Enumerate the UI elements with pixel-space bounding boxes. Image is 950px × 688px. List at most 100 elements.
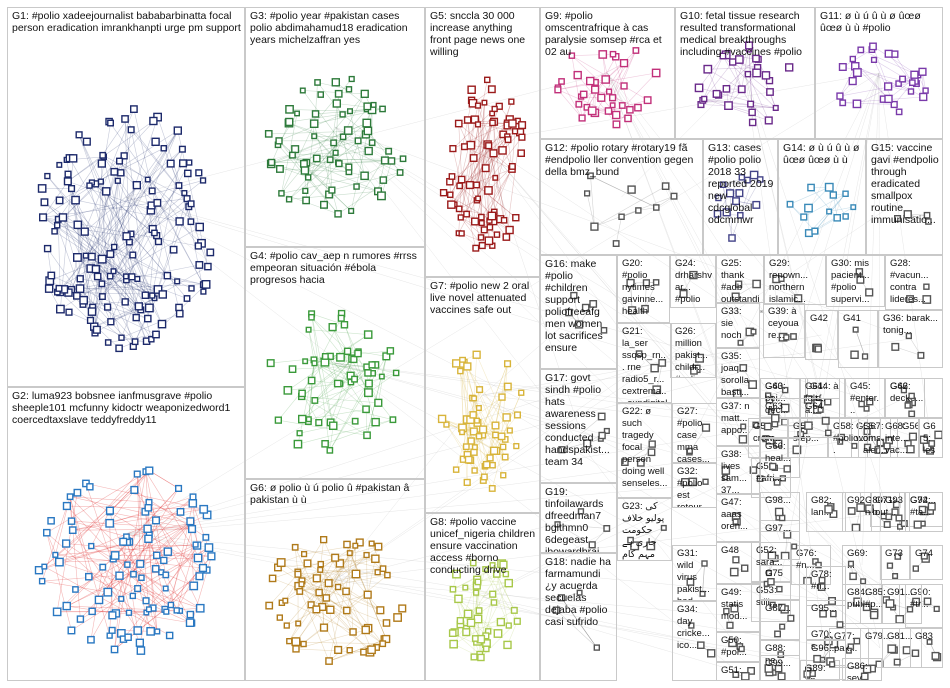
group-g9[interactable]: G9: #polio omscentrafrique à cas paralys… bbox=[540, 7, 675, 139]
user-node bbox=[183, 169, 192, 178]
group-g62[interactable]: G62 bbox=[885, 378, 925, 418]
group-label: G50: #pol... bbox=[721, 635, 747, 658]
group-g93[interactable]: G93 bbox=[880, 492, 910, 532]
group-g28[interactable]: G28: #vacun... contra lideres... bbox=[885, 255, 943, 310]
user-node bbox=[906, 445, 915, 454]
group-g14[interactable]: G14: ø ù ú û ù ø ûœø ûœø ù ù bbox=[778, 139, 866, 255]
group-edge bbox=[722, 184, 727, 213]
group-g79[interactable]: G79... bbox=[860, 628, 900, 668]
group-node-cluster bbox=[803, 666, 816, 678]
group-g33[interactable]: G33: sie noch bbox=[716, 303, 760, 348]
user-node bbox=[732, 389, 742, 397]
group-g31[interactable]: G31: wild virus pakist... bad... bbox=[672, 545, 717, 601]
group-g90[interactable]: G90: #tr... bbox=[905, 584, 943, 628]
group-g10[interactable]: G10: fetal tissue research resulted tran… bbox=[675, 7, 815, 139]
group-g96[interactable]: G96... bbox=[806, 640, 846, 680]
group-edge bbox=[109, 470, 150, 513]
group-g52[interactable]: G52: sara... bbox=[751, 542, 791, 582]
group-g50[interactable]: G50: #pol... bbox=[716, 632, 760, 662]
group-g69[interactable]: G69: ... bbox=[842, 545, 882, 585]
group-g87[interactable]: G87... bbox=[760, 600, 800, 640]
group-g32[interactable]: G32: #polio est retour au... bbox=[672, 463, 717, 508]
group-g37[interactable]: G37: n matt... appo... bbox=[716, 398, 760, 446]
user-node bbox=[71, 195, 80, 205]
group-g3[interactable]: G3: #polio year #pakistan cases polio ab… bbox=[245, 7, 425, 247]
group-g53[interactable]: G53: still... bbox=[751, 582, 791, 622]
group-g74[interactable]: G74 bbox=[910, 545, 943, 580]
group-g51[interactable]: G51: esp... bbox=[716, 662, 760, 681]
user-node bbox=[473, 417, 480, 424]
group-g11[interactable]: G11: ø ù ú û ù ø ûœø ûœø ù ù #polio bbox=[815, 7, 943, 139]
group-g1[interactable]: G1: #polio xadeejournalist bababarbinatt… bbox=[7, 7, 245, 387]
user-node bbox=[189, 493, 197, 501]
group-g82[interactable]: G82: lan... bbox=[806, 492, 846, 532]
group-g7[interactable]: G7: #polio new 2 oral live novel attenua… bbox=[425, 277, 540, 513]
user-node bbox=[690, 367, 698, 375]
group-g26[interactable]: G26: million pakist... childr... #polio.… bbox=[670, 323, 716, 378]
group-g75[interactable]: G75 bbox=[760, 565, 800, 600]
group-label: G33: sie noch bbox=[721, 306, 742, 341]
group-g13[interactable]: G13: cases #polio polio 2018 33 reported… bbox=[703, 139, 778, 255]
group-g64[interactable]: G64 bbox=[800, 398, 840, 438]
group-g92[interactable]: G92 bbox=[842, 492, 872, 532]
group-g98[interactable]: G98... bbox=[760, 492, 800, 532]
group-node-cluster bbox=[679, 270, 698, 298]
group-g4[interactable]: G4: #polio cav_aep n rumores #rrss empeo… bbox=[245, 247, 425, 479]
group-node-cluster bbox=[865, 504, 893, 529]
group-g17[interactable]: G17: govt sindh #polio hats awareness se… bbox=[540, 369, 617, 483]
group-g86[interactable]: G86: sev... bbox=[842, 658, 882, 681]
group-g6[interactable]: G6: ø polio ù ú polio û #pakistan â paki… bbox=[245, 479, 425, 681]
group-g29[interactable]: G29: renown... northern islamic... bbox=[764, 255, 826, 305]
group-g76[interactable]: G76: #n... bbox=[791, 545, 831, 585]
group-g25[interactable]: G25: thank #adb outstandi... bbox=[716, 255, 764, 303]
group-g27[interactable]: G27: #polio case mma cases... bbox=[672, 403, 717, 463]
group-g68[interactable]: G68: inte... vac... bbox=[880, 418, 920, 458]
group-g73[interactable]: G73 bbox=[880, 545, 910, 580]
group-g45[interactable]: G45: #enter... bbox=[845, 378, 885, 418]
group-g5[interactable]: G5: snccla 30 000 increase anything fron… bbox=[425, 7, 540, 277]
group-g63[interactable]: G63 bbox=[760, 398, 800, 438]
user-node bbox=[76, 275, 84, 283]
group-g20[interactable]: G20: #polio nytimes gavinne... health bbox=[617, 255, 670, 323]
group-g39[interactable]: G39: à ceyoua re... bbox=[763, 303, 805, 358]
group-g21[interactable]: G21: la_ser ssqsp_rn... rne radio5_r... … bbox=[617, 323, 672, 403]
group-g65[interactable]: G65: les et bbox=[918, 418, 943, 458]
group-g59[interactable]: G59: #afri... bbox=[751, 458, 791, 498]
group-g81[interactable]: G81... bbox=[882, 628, 922, 668]
group-g2[interactable]: G2: luma923 bobsnee ianfmusgrave #polio … bbox=[7, 387, 245, 681]
user-node bbox=[360, 171, 369, 181]
group-g42[interactable]: G42 bbox=[805, 310, 838, 360]
group-g18[interactable]: G18: nadie ha farmamundi ¿y acuerda secu… bbox=[540, 553, 617, 681]
group-edge bbox=[465, 582, 509, 588]
user-node bbox=[467, 85, 476, 94]
group-g12[interactable]: G12: #polio rotary #rotary19 fã #endpoli… bbox=[540, 139, 703, 255]
group-g41[interactable]: G41 bbox=[838, 310, 878, 368]
group-label: G82: lan... bbox=[811, 495, 832, 518]
user-node bbox=[842, 213, 849, 220]
group-g22[interactable]: G22: ø such tragedy focal person doing w… bbox=[617, 403, 672, 498]
group-g15[interactable]: G15: vaccine gavi #endpolio through erad… bbox=[866, 139, 943, 255]
group-g23[interactable]: G23: کی پولیو خلاف حکومت جاری ہے مہم کام… bbox=[617, 498, 672, 561]
group-g19[interactable]: G19: tinfoilawards dfreedman7 bglthmn0 6… bbox=[540, 483, 617, 553]
group-g47[interactable]: G47: aaas oren... bbox=[716, 494, 760, 542]
group-g91[interactable]: G91... bbox=[882, 584, 922, 624]
group-g16[interactable]: G16: make #polio #children support polio… bbox=[540, 255, 617, 369]
group-g49[interactable]: G49: statis mod... bbox=[716, 584, 760, 632]
group-g58[interactable]: G58: #polio... bbox=[828, 418, 868, 458]
group-g94[interactable]: G94... bbox=[905, 492, 943, 532]
group-edge bbox=[443, 192, 510, 231]
group-g34[interactable]: G34: day cricke... ico... bbox=[672, 601, 717, 681]
group-g38[interactable]: G38: lives sam... 37... bbox=[716, 446, 760, 494]
group-g95[interactable]: G95... bbox=[806, 600, 846, 640]
group-g24[interactable]: G24: drharshvar... #polio heartiest... bbox=[670, 255, 716, 308]
group-g48[interactable]: G48 bbox=[716, 542, 760, 584]
user-node bbox=[885, 513, 893, 521]
group-g35[interactable]: G35: joaq... sorolla basti... bbox=[716, 348, 760, 398]
group-g83[interactable]: G83 bbox=[910, 628, 943, 668]
group-g36[interactable]: G36: barak... tonig... bbox=[878, 310, 943, 368]
group-g66[interactable]: G66: heal... bbox=[760, 438, 800, 478]
group-g30[interactable]: G30: mis pacient... #polio supervi... bbox=[826, 255, 885, 307]
group-g40[interactable]: G40: cases year... bbox=[760, 310, 763, 313]
group-g99[interactable]: G99... bbox=[760, 655, 800, 681]
group-g8[interactable]: G8: #polio vaccine unicef_nigeria childr… bbox=[425, 513, 540, 681]
